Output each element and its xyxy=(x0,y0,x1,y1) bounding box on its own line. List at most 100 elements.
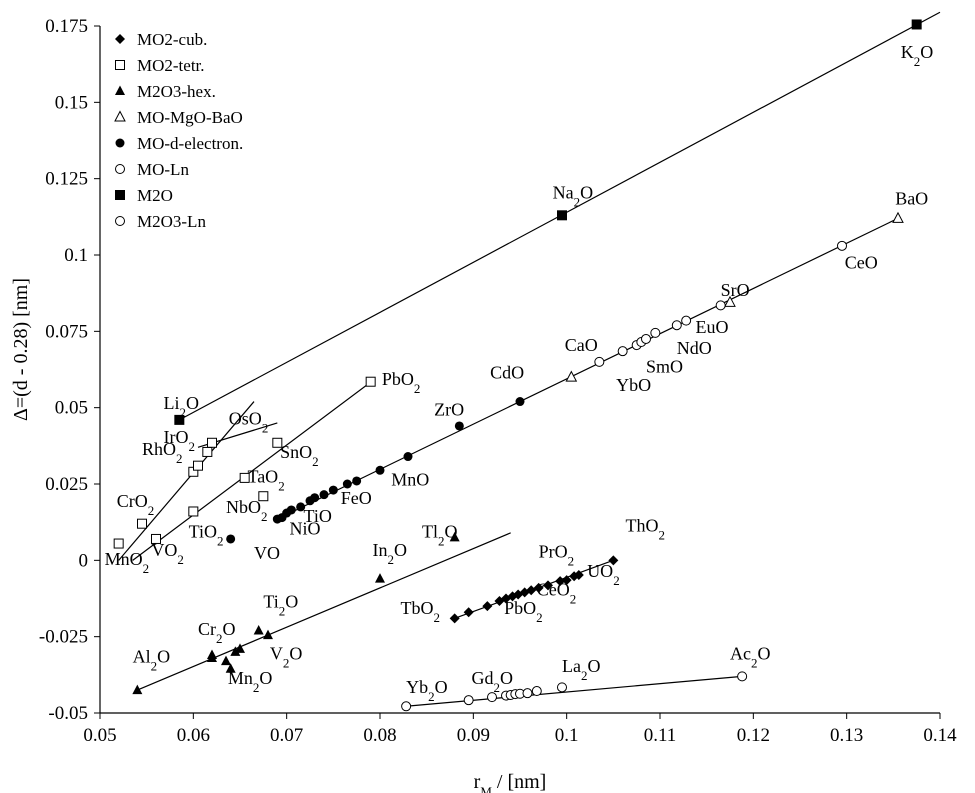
point-label-42: Yb2O xyxy=(406,677,448,704)
y-tick-label-3: 0.025 xyxy=(45,474,88,495)
trend-line-1-0 xyxy=(118,401,255,561)
point-0-0 xyxy=(449,613,460,624)
point-2-4 xyxy=(225,663,236,673)
x-tick-label-3: 0.08 xyxy=(363,725,396,746)
legend-label-7: M2O3-Ln xyxy=(137,212,206,231)
point-4-15 xyxy=(515,397,525,407)
point-5-0 xyxy=(594,356,605,367)
point-0-9 xyxy=(533,582,544,593)
point-label-8: YbO xyxy=(616,375,651,395)
point-0-11 xyxy=(555,576,566,587)
x-tick-label-7: 0.12 xyxy=(737,725,770,746)
point-label-11: ZrO xyxy=(434,399,464,419)
point-6-0 xyxy=(174,414,185,425)
point-label-26: OsO2 xyxy=(229,408,269,435)
legend-label-3: MO-MgO-BaO xyxy=(137,108,243,127)
point-2-8 xyxy=(263,629,273,640)
point-label-43: Gd2O xyxy=(471,668,513,695)
point-label-33: CrO2 xyxy=(117,491,155,518)
point-2-10 xyxy=(449,531,460,542)
point-label-5: EuO xyxy=(695,317,728,337)
point-label-40: V2O xyxy=(270,644,303,671)
point-6-2 xyxy=(911,19,922,30)
x-tick-label-8: 0.13 xyxy=(830,725,863,746)
point-label-15: NiO xyxy=(289,518,320,538)
point-1-10 xyxy=(272,437,283,448)
point-label-12: MnO xyxy=(391,470,429,490)
point-2-6 xyxy=(235,643,245,653)
point-label-19: ThO2 xyxy=(625,515,665,542)
y-tick-label-2: 0 xyxy=(79,550,89,571)
point-4-5 xyxy=(296,502,306,512)
point-7-10 xyxy=(737,671,748,682)
point-label-45: Ac2O xyxy=(730,644,771,671)
point-6-1 xyxy=(557,210,567,221)
y-tick-label-6: 0.1 xyxy=(64,245,88,266)
point-label-14: TiO xyxy=(303,506,331,526)
point-label-21: UO2 xyxy=(587,561,620,588)
point-label-22: CeO2 xyxy=(537,579,577,606)
point-5-6 xyxy=(671,320,682,331)
point-label-9: CaO xyxy=(565,335,598,355)
legend-marker-5 xyxy=(115,164,125,174)
point-label-34: TiO2 xyxy=(189,521,224,548)
point-label-30: SnO2 xyxy=(280,442,319,469)
legend-label-1: MO2-tetr. xyxy=(137,56,205,75)
point-label-31: TaO2 xyxy=(247,466,284,493)
point-label-20: PrO2 xyxy=(539,541,575,568)
legend-label-2: M2O3-hex. xyxy=(137,82,216,101)
point-1-8 xyxy=(239,472,250,483)
point-label-13: FeO xyxy=(341,488,372,508)
legend: MO2-cub. MO2-tetr. M2O3-hex. MO-MgO-BaO MO-d… xyxy=(114,30,243,231)
point-label-25: PbO2 xyxy=(382,369,421,396)
point-label-44: La2O xyxy=(562,656,600,683)
point-3-1 xyxy=(724,295,736,307)
point-0-1 xyxy=(463,607,474,618)
point-label-41: Mn2O xyxy=(228,668,273,695)
point-label-16: VO xyxy=(254,543,280,563)
y-tick-label-8: 0.15 xyxy=(55,92,88,113)
point-label-1: Na2O xyxy=(553,183,594,210)
point-4-0 xyxy=(226,534,236,544)
point-2-9 xyxy=(375,573,385,583)
point-0-15 xyxy=(608,555,619,566)
point-4-8 xyxy=(319,490,329,500)
point-1-7 xyxy=(207,437,217,448)
legend-marker-0 xyxy=(115,34,125,44)
point-1-3 xyxy=(188,506,199,517)
point-7-1 xyxy=(463,695,474,706)
y-tick-label-9: 0.175 xyxy=(45,16,88,37)
point-5-8 xyxy=(715,300,726,311)
point-label-10: CdO xyxy=(490,363,524,383)
point-5-7 xyxy=(681,315,692,326)
legend-marker-3 xyxy=(114,110,126,122)
point-label-38: Cr2O xyxy=(198,619,236,646)
point-4-9 xyxy=(328,485,338,495)
point-0-12 xyxy=(561,575,572,586)
y-tick-label-5: 0.075 xyxy=(45,321,88,342)
point-4-10 xyxy=(342,479,352,489)
x-tick-label-2: 0.07 xyxy=(270,725,303,746)
point-label-0: K2O xyxy=(901,42,934,68)
x-tick-label-1: 0.06 xyxy=(177,725,210,746)
point-0-8 xyxy=(526,585,537,596)
y-tick-label-7: 0.125 xyxy=(45,169,88,190)
trend-line-7-0 xyxy=(406,675,743,707)
point-label-39: Al2O xyxy=(133,647,171,674)
point-label-17: Tl2O xyxy=(422,521,458,548)
y-tick-label-4: 0.05 xyxy=(55,398,88,419)
point-label-3: CeO xyxy=(845,253,878,273)
x-tick-label-0: 0.05 xyxy=(83,725,116,746)
x-tick-label-5: 0.1 xyxy=(555,725,579,746)
point-0-2 xyxy=(482,601,493,612)
legend-marker-4 xyxy=(115,138,125,148)
trend-line-5-0 xyxy=(277,217,899,520)
point-4-7 xyxy=(310,493,320,503)
point-2-3 xyxy=(221,655,231,666)
trend-line-1-1 xyxy=(132,378,376,561)
point-2-7 xyxy=(253,625,264,635)
point-label-2: BaO xyxy=(895,189,928,209)
point-1-0 xyxy=(113,538,124,549)
legend-label-0: MO2-cub. xyxy=(137,30,207,49)
